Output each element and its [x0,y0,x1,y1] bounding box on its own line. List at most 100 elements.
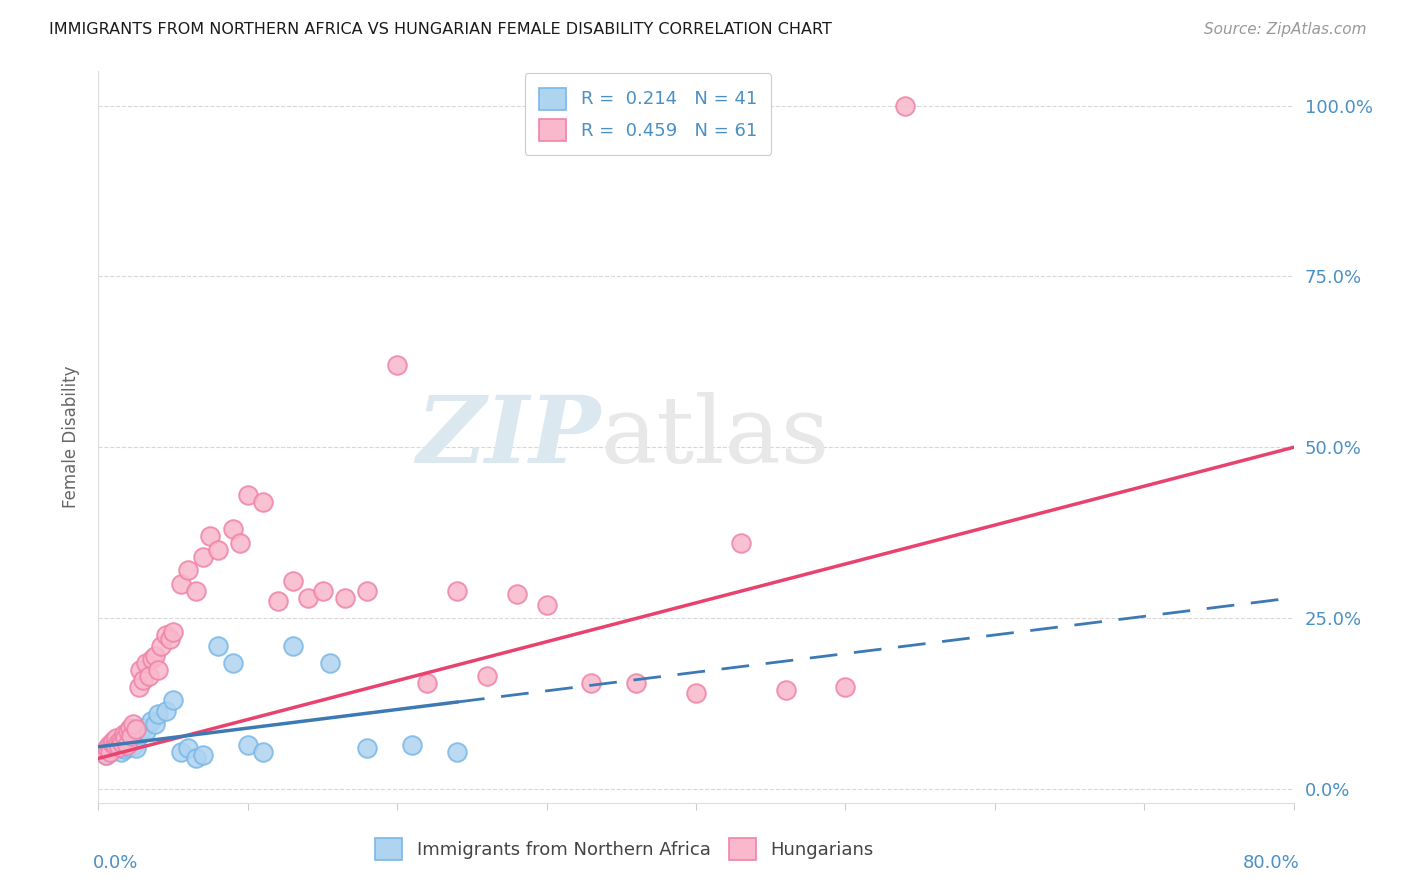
Point [148,706,170,721]
Point [191,747,214,762]
Text: Source: ZipAtlas.com: Source: ZipAtlas.com [1204,22,1367,37]
Point [107,732,129,747]
Point [385,359,409,373]
Point [207,542,229,557]
Point [114,742,136,756]
Point [229,536,252,550]
Point [115,731,138,745]
Point [97,738,120,752]
Text: IMMIGRANTS FROM NORTHERN AFRICA VS HUNGARIAN FEMALE DISABILITY CORRELATION CHART: IMMIGRANTS FROM NORTHERN AFRICA VS HUNGA… [49,22,832,37]
Point [121,717,143,731]
Point [105,734,128,748]
Point [894,98,917,112]
Y-axis label: Female Disability: Female Disability [62,366,80,508]
Point [834,680,856,694]
Point [143,648,166,663]
Point [162,624,184,639]
Point [281,574,304,588]
Point [103,738,125,752]
Point [129,663,152,677]
Point [117,724,139,739]
Point [222,522,245,536]
Point [775,683,797,698]
Point [101,736,124,750]
Point [111,736,134,750]
Point [132,673,155,687]
Point [200,529,222,543]
Point [416,676,439,690]
Point [132,721,155,735]
Point [121,729,143,743]
Point [311,583,333,598]
Point [159,632,181,646]
Point [150,639,173,653]
Point [252,745,274,759]
Point [446,583,468,598]
Point [103,741,125,756]
Point [124,738,146,752]
Point [110,732,132,747]
Point [730,536,752,550]
Point [267,594,290,608]
Point [96,741,118,756]
Point [117,739,139,754]
Point [120,729,142,743]
Point [169,745,191,759]
Point [356,583,378,598]
Point [148,663,170,677]
Point [685,686,707,700]
Point [191,549,214,564]
Point [135,724,157,739]
Point [446,745,468,759]
Text: 80.0%: 80.0% [1243,854,1299,872]
Point [128,680,150,694]
Point [177,563,200,577]
Point [117,734,139,748]
Point [207,639,229,653]
Point [110,745,132,759]
Point [169,577,191,591]
Text: ZIP: ZIP [416,392,600,482]
Point [112,727,135,741]
Point [114,731,136,745]
Point [401,738,423,752]
Point [125,722,148,736]
Point [118,736,141,750]
Point [143,717,166,731]
Point [135,656,157,670]
Point [626,676,648,690]
Point [155,628,177,642]
Point [103,734,125,748]
Point [333,591,356,605]
Point [94,747,117,762]
Point [107,736,129,750]
Point [281,639,304,653]
Point [98,745,122,759]
Point [125,741,148,756]
Point [94,747,117,762]
Point [162,693,184,707]
Point [127,731,149,745]
Point [108,739,131,754]
Point [141,652,163,666]
Point [297,591,319,605]
Point [104,738,127,752]
Point [506,587,529,601]
Point [236,738,259,752]
Point [105,731,128,745]
Point [184,751,207,765]
Point [112,736,135,750]
Point [139,714,162,728]
Point [118,721,141,735]
Point [475,669,498,683]
Legend: Immigrants from Northern Africa, Hungarians: Immigrants from Northern Africa, Hungari… [368,830,880,867]
Point [184,583,207,598]
Point [98,745,122,759]
Point [236,488,259,502]
Point [536,598,558,612]
Point [581,676,603,690]
Point [110,741,132,756]
Text: atlas: atlas [600,392,830,482]
Point [177,741,200,756]
Text: 0.0%: 0.0% [93,854,138,872]
